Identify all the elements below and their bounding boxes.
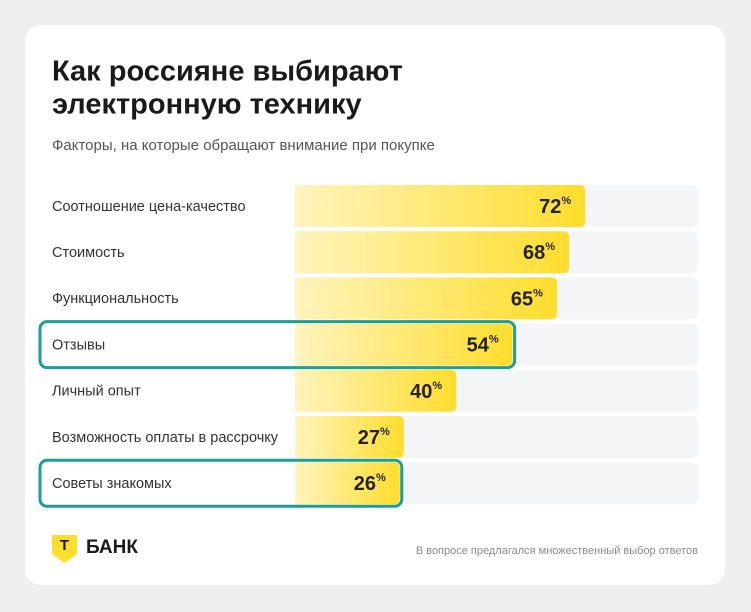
chart-title: электронную технику — [52, 89, 362, 121]
value-number: 54 — [467, 335, 490, 357]
value-number: 27 — [358, 427, 380, 449]
category-label: Стоимость — [52, 245, 125, 261]
value-label: 54% — [467, 334, 499, 357]
category-label: Отзывы — [52, 337, 105, 353]
value-number: 68 — [523, 242, 545, 264]
value-number: 65 — [511, 289, 533, 311]
value-unit: % — [545, 241, 555, 253]
brand-name: БАНК — [86, 537, 138, 558]
highlight-box — [38, 458, 404, 508]
bar — [295, 323, 513, 366]
bar — [295, 277, 557, 320]
value-label: 27% — [358, 426, 390, 449]
category-label: Соотношение цена-качество — [52, 199, 246, 215]
plot: Соотношение цена-качество 72% Стоимость 68%… — [38, 185, 698, 508]
value-number: 72 — [539, 196, 561, 218]
chart-subtitle: Факторы, на которые обращают внимание пр… — [52, 137, 435, 154]
value-number: 26 — [354, 473, 376, 495]
value-label: 68% — [523, 241, 555, 264]
bar — [295, 369, 457, 412]
value-unit: % — [376, 472, 386, 484]
bar — [295, 185, 586, 227]
category-label: Возможность оплаты в рассрочку — [52, 430, 279, 446]
value-unit: % — [533, 287, 543, 299]
category-label: Функциональность — [52, 291, 179, 307]
bar — [295, 231, 570, 274]
chart-title: Как россияне выбирают — [52, 56, 403, 88]
value-unit: % — [380, 426, 390, 438]
category-label: Личный опыт — [52, 384, 141, 400]
value-label: 26% — [354, 472, 386, 495]
value-unit: % — [432, 380, 442, 392]
value-label: 65% — [511, 287, 543, 310]
footnote: В вопросе предлагался множественный выбо… — [416, 545, 698, 557]
value-label: 72% — [539, 195, 571, 218]
brand-shield — [52, 535, 77, 563]
category-label: Советы знакомых — [52, 476, 172, 492]
highlight-box — [38, 320, 517, 370]
value-label: 40% — [410, 380, 442, 403]
value-number: 40 — [410, 381, 432, 403]
bar — [295, 416, 404, 458]
brand-mark: Т — [60, 537, 69, 554]
value-unit: % — [489, 334, 499, 346]
value-unit: % — [561, 195, 571, 207]
bar — [295, 462, 400, 505]
